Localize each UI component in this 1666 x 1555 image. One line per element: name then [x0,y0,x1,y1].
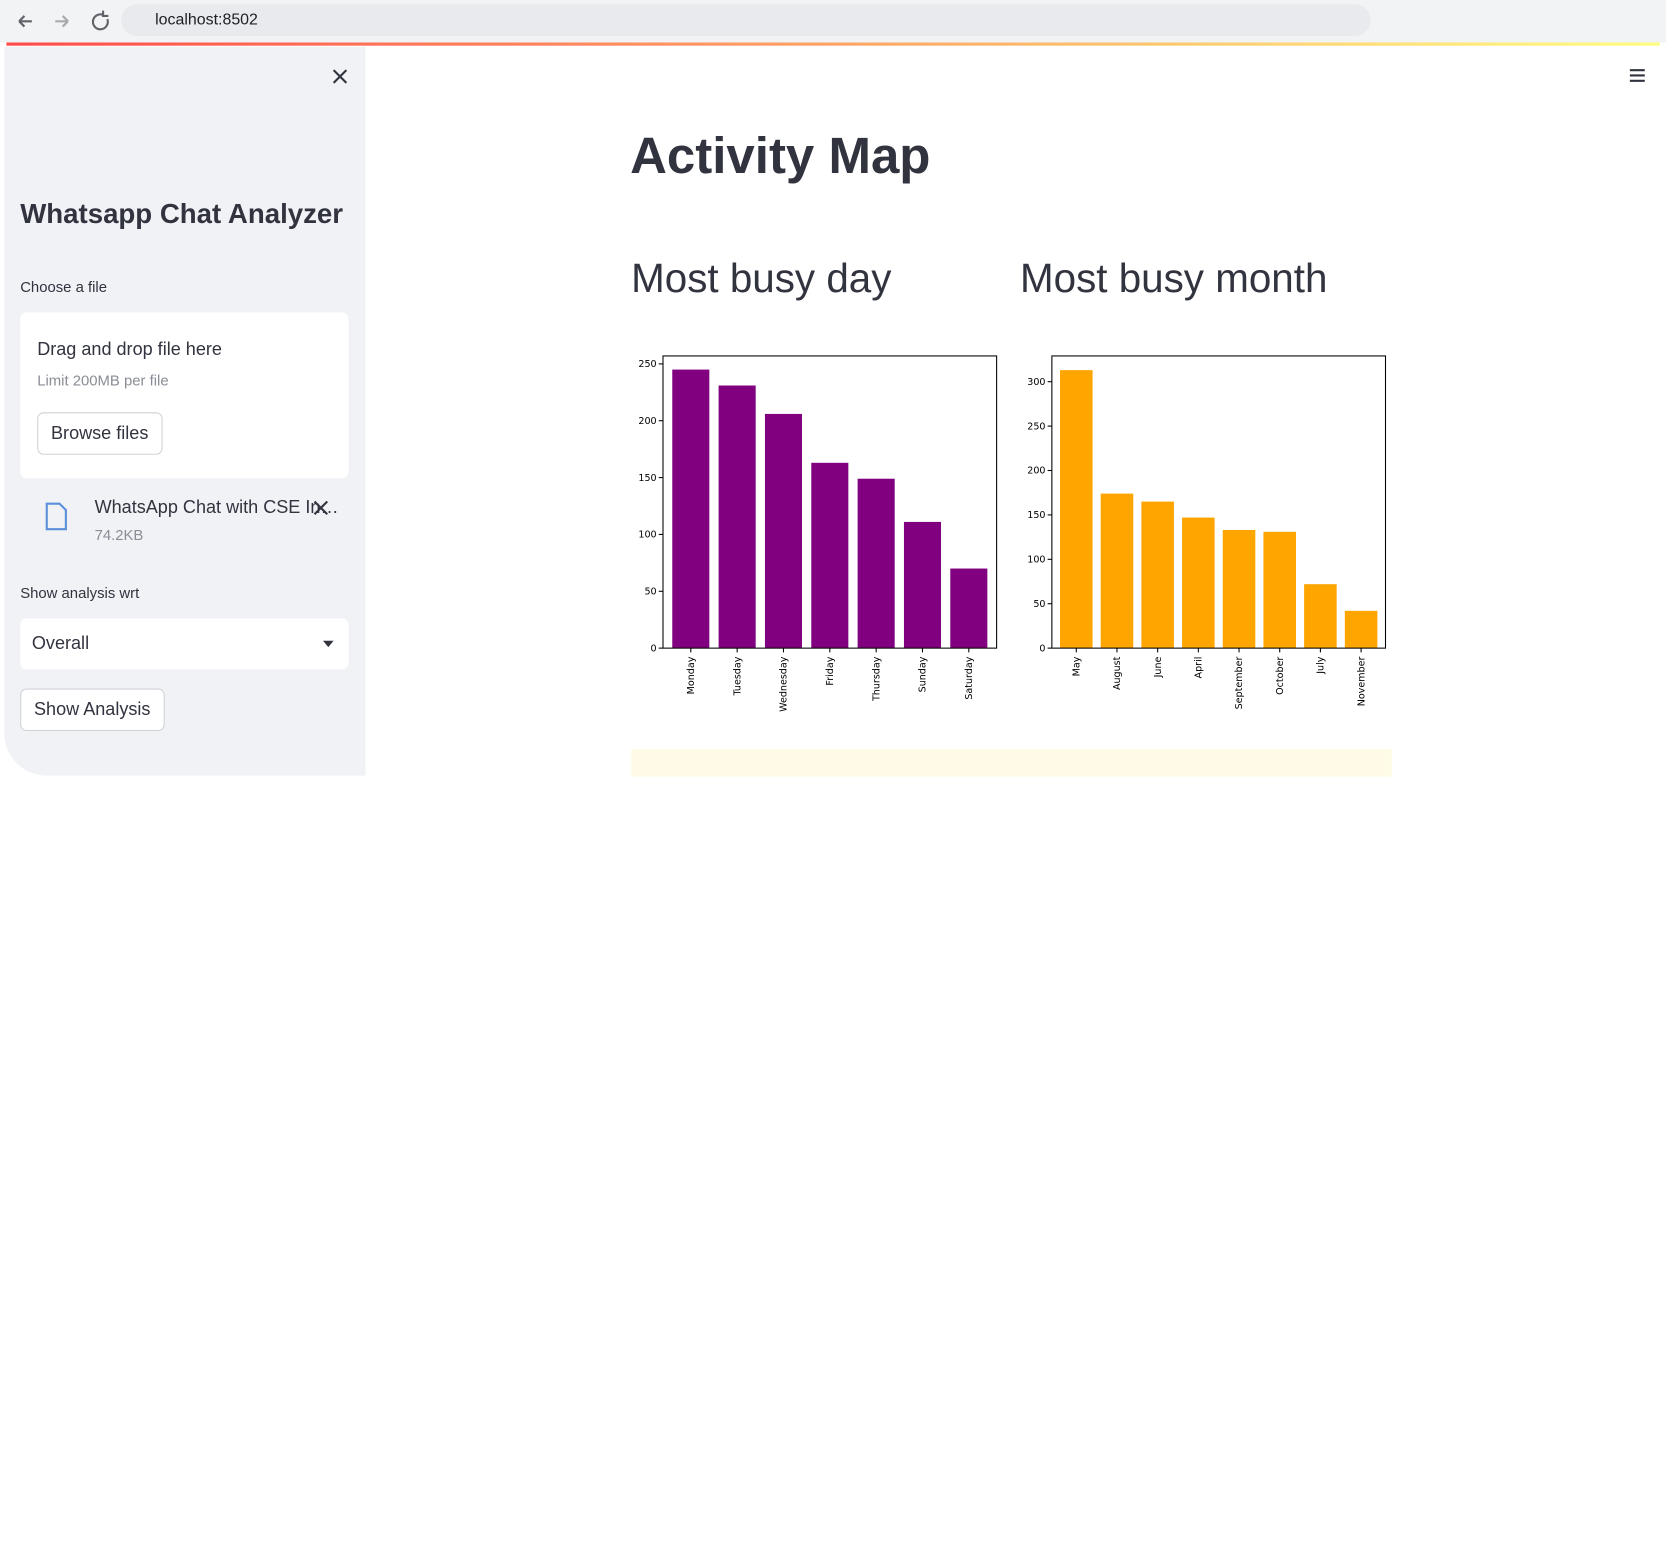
x-tick-label: Thursday [871,656,882,702]
y-tick-label: 200 [1027,466,1045,477]
x-tick-label: September [1234,657,1245,710]
plot-frame [662,355,998,649]
x-tick-label: November [1356,657,1367,707]
bar [1344,610,1378,649]
x-tick-label: April [1194,657,1205,679]
address-bar[interactable]: localhost:8502 [121,4,1371,37]
x-tick-label: Sunday [918,656,929,692]
y-tick-label: 100 [1027,555,1045,566]
dropdown-arrow [323,640,334,648]
y-tick-label: 250 [638,359,656,370]
url-text: localhost:8502 [155,10,258,29]
bar [1100,493,1134,649]
page-title: Activity Map [630,128,931,185]
chart-heading: Most busy day [631,257,892,302]
bar [1304,584,1337,649]
x-tick-label: May [1071,656,1082,676]
bar [903,521,942,649]
browser-toolbar: localhost:8502 [0,0,1666,43]
drop-text: Drag and drop file here [37,338,222,360]
y-tick-label: 100 [638,530,656,541]
browse-button[interactable]: Browse files [37,412,163,455]
sidebar: Whatsapp Chat Analyzer Choose a file Dra… [4,46,366,776]
bar [857,478,895,649]
close-sidebar[interactable] [332,68,349,85]
x-tick-label: June [1153,657,1164,679]
select-label: Show analysis wrt [20,584,140,602]
y-tick-label: 200 [638,416,656,427]
chart-heading: Most busy month [1020,257,1328,302]
y-tick-label: 0 [1039,643,1045,654]
select-box[interactable]: Overall [20,618,349,670]
bar [950,568,988,649]
nav-icons [18,10,109,31]
file-icon [45,502,67,531]
dropzone[interactable]: Drag and drop file here Limit 200MB per … [20,312,349,479]
x-tick-label: Tuesday [732,656,743,696]
file-size: 74.2KB [94,525,144,543]
bar [1141,501,1174,649]
remove-file[interactable] [313,500,329,516]
plot-frame [1051,355,1387,649]
limit-text: Limit 200MB per file [37,371,169,389]
bar [1182,517,1215,649]
x-tick-label: Wednesday [779,656,790,712]
x-tick-label: August [1112,656,1123,690]
show-analysis-button[interactable]: Show Analysis [20,688,165,731]
bar [672,369,710,649]
x-tick-label: Saturday [964,656,975,699]
y-tick-label: 250 [1027,421,1045,432]
header-accent [6,42,1660,46]
x-tick-label: Monday [686,656,697,694]
bar [1222,530,1256,649]
bar [811,462,849,649]
x-tick-label: Friday [825,656,836,685]
file-name: WhatsApp Chat with CSE In… [94,497,339,518]
notice-strip [631,749,1392,777]
y-tick-label: 50 [644,586,656,597]
menu-icon[interactable] [1628,66,1647,85]
file-label: Choose a file [20,278,108,296]
y-tick-label: 50 [1033,599,1045,610]
bar [1060,370,1093,649]
bar [718,385,756,649]
sidebar-title: Whatsapp Chat Analyzer [20,197,344,230]
x-tick-label: October [1275,657,1286,695]
y-tick-label: 300 [1027,377,1045,388]
y-tick-label: 150 [1027,510,1045,521]
x-tick-label: July [1316,656,1327,675]
bar [764,413,803,649]
y-tick-label: 150 [638,473,656,484]
y-tick-label: 0 [651,643,657,654]
select-value: Overall [31,633,90,654]
bar [1263,531,1296,649]
